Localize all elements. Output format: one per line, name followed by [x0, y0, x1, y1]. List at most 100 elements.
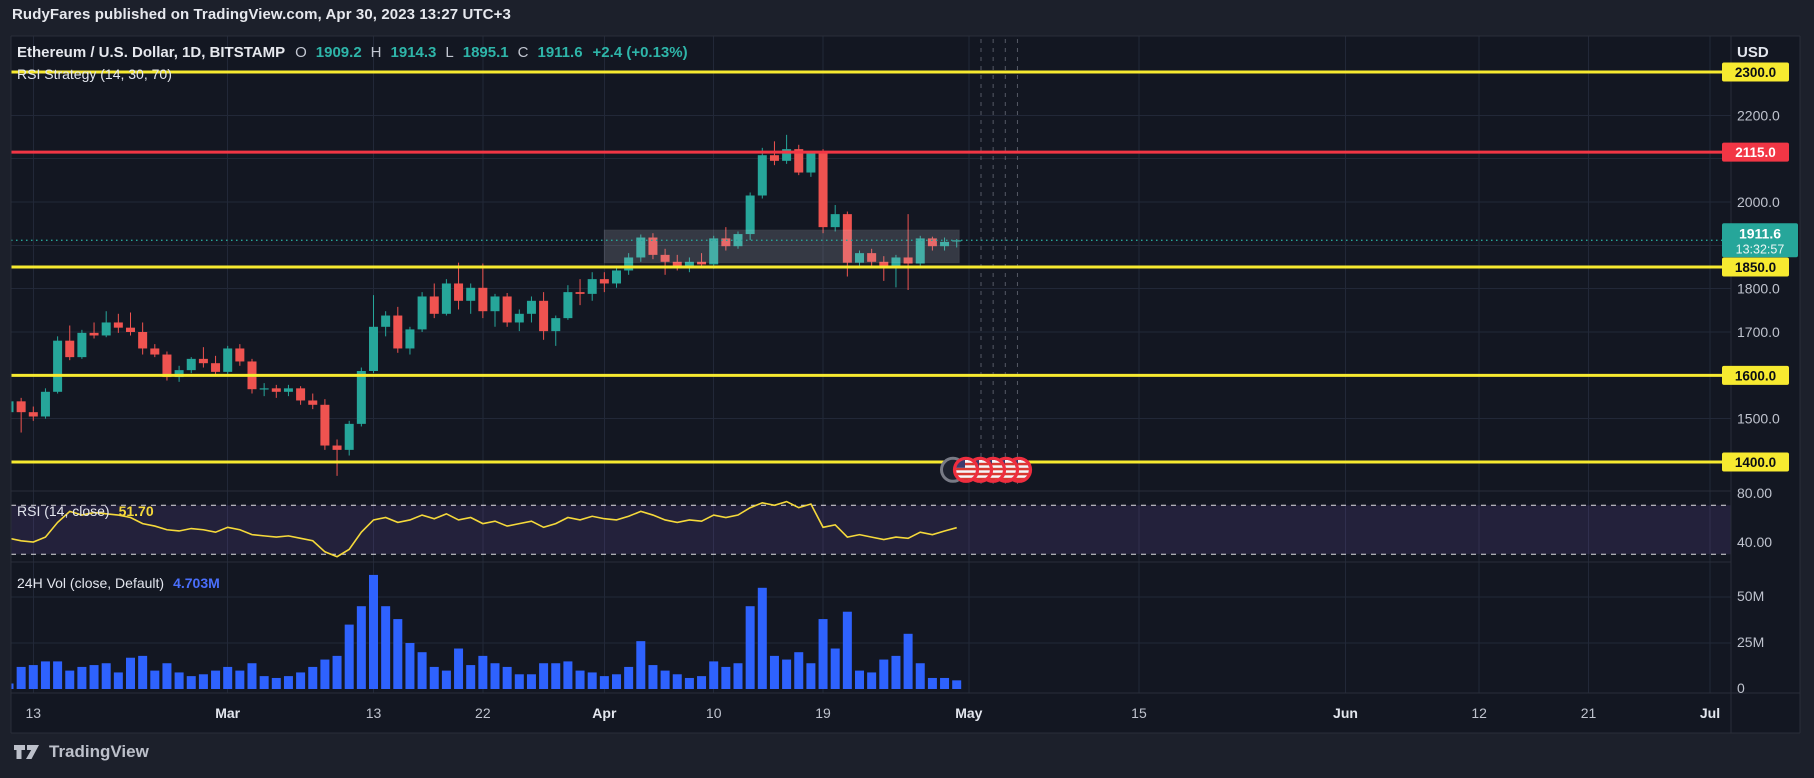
- volume-pane-legend[interactable]: 24H Vol (close, Default) 4.703M: [17, 575, 220, 591]
- candle-body: [356, 370, 366, 424]
- volume-bar: [369, 574, 378, 689]
- volume-bar: [745, 606, 755, 689]
- volume-bar: [927, 677, 937, 689]
- volume-bar: [502, 666, 512, 689]
- time-tick: Jul: [1700, 705, 1720, 721]
- candle-body: [927, 238, 937, 247]
- volume-bar: [806, 663, 816, 689]
- volume-bar: [454, 648, 464, 689]
- change-value: +2.4 (+0.13%): [592, 44, 688, 61]
- volume-bars: [11, 574, 962, 689]
- rsi-indicator-label[interactable]: RSI (14, close): [17, 503, 110, 519]
- price-tick: 2200.0: [1737, 107, 1780, 123]
- current-price-label: [1722, 223, 1798, 258]
- economic-event-flags[interactable]: [940, 456, 1033, 483]
- candle-body: [830, 214, 840, 228]
- volume-indicator-label[interactable]: 24H Vol (close, Default): [17, 575, 165, 591]
- volume-bar: [551, 663, 561, 689]
- tradingview-branding[interactable]: TradingView: [13, 741, 149, 763]
- level-price-label: [1722, 142, 1789, 162]
- rsi-tick: 40.00: [1737, 534, 1772, 550]
- volume-bar: [283, 676, 293, 689]
- candle-body: [769, 155, 779, 161]
- volume-bar: [612, 674, 621, 689]
- volume-bar: [587, 672, 597, 689]
- volume-bar: [162, 663, 172, 689]
- volume-bar: [405, 643, 415, 689]
- candle-body: [940, 241, 950, 247]
- volume-bar: [794, 652, 804, 689]
- currency-label: USD: [1737, 44, 1769, 61]
- volume-bar: [296, 672, 306, 689]
- volume-bar: [514, 674, 524, 689]
- candle-body: [903, 257, 913, 264]
- candle-body: [186, 358, 196, 371]
- volume-bar: [138, 655, 148, 689]
- volume-bar: [672, 674, 682, 689]
- candle-body: [915, 238, 925, 264]
- candle-body: [587, 279, 597, 294]
- candle-body: [806, 153, 816, 173]
- rsi-value: 51.70: [118, 503, 154, 519]
- volume-bar: [490, 663, 500, 689]
- candle-body: [53, 340, 63, 392]
- candle-body: [502, 296, 512, 323]
- candle-body: [697, 261, 707, 265]
- volume-bar: [867, 672, 877, 689]
- price-axis[interactable]: USD 2200.0 2000.0 1800.0 1700.0 1500.0 80.00 40…: [1722, 44, 1798, 696]
- price-tick: 2000.0: [1737, 194, 1780, 210]
- volume-bar: [53, 661, 63, 689]
- volume-bar: [733, 663, 743, 689]
- candle-body: [101, 322, 111, 336]
- ohlc-letter: L: [445, 44, 454, 61]
- time-axis[interactable]: 13 Mar 13 22 Apr 10 19 May 15 Jun 12 21 Jul: [26, 705, 1721, 721]
- candle-body: [235, 348, 245, 362]
- time-tick: 15: [1131, 705, 1147, 721]
- level-price-label: [1722, 452, 1789, 472]
- candle-body: [466, 287, 476, 301]
- candle-body: [381, 315, 391, 327]
- volume-bar: [441, 670, 451, 689]
- candle-body: [660, 254, 670, 262]
- volume-bar: [344, 624, 354, 689]
- candle-body: [344, 423, 354, 450]
- volume-tick: 0: [1737, 680, 1745, 696]
- time-tick: Mar: [215, 705, 240, 721]
- candle-body: [782, 149, 792, 161]
- candle-body: [684, 261, 694, 267]
- volume-bar: [101, 663, 111, 689]
- time-tick: May: [955, 705, 982, 721]
- ohlc-value: 1909.2: [315, 44, 362, 61]
- volume-bar: [77, 666, 87, 689]
- svg-text:1600.0: 1600.0: [1735, 368, 1776, 383]
- candle-body: [11, 401, 14, 413]
- candle-body: [150, 348, 160, 355]
- ohlc-values: O 1909.2 H 1914.3 L 1895.1 C 1911.6: [295, 44, 582, 61]
- strategy-label[interactable]: RSI Strategy (14, 30, 70): [17, 66, 172, 82]
- rsi-pane-legend[interactable]: RSI (14, close) 51.70: [17, 503, 154, 519]
- candle-body: [28, 412, 38, 417]
- volume-bar: [842, 611, 852, 689]
- candles[interactable]: [5, 134, 962, 476]
- volume-bar: [721, 666, 731, 689]
- candle-body: [551, 318, 561, 332]
- symbol-title[interactable]: Ethereum / U.S. Dollar, 1D, BITSTAMP: [17, 44, 286, 61]
- candle-body: [259, 388, 269, 390]
- highlight-box[interactable]: [603, 229, 960, 264]
- volume-bar: [89, 665, 99, 689]
- candle-body: [296, 388, 306, 401]
- candle-body: [40, 391, 50, 417]
- candle-body: [174, 370, 184, 378]
- candle-body: [648, 237, 658, 255]
- time-tick: 19: [815, 705, 831, 721]
- candle-body: [138, 331, 148, 349]
- candle-body: [563, 292, 573, 319]
- volume-bar: [356, 606, 366, 689]
- attribution-text: RudyFares published on TradingView.com, …: [12, 6, 511, 23]
- candle-body: [332, 445, 342, 450]
- candle-body: [113, 322, 123, 328]
- candle-body: [794, 149, 804, 173]
- candle-body: [308, 400, 318, 405]
